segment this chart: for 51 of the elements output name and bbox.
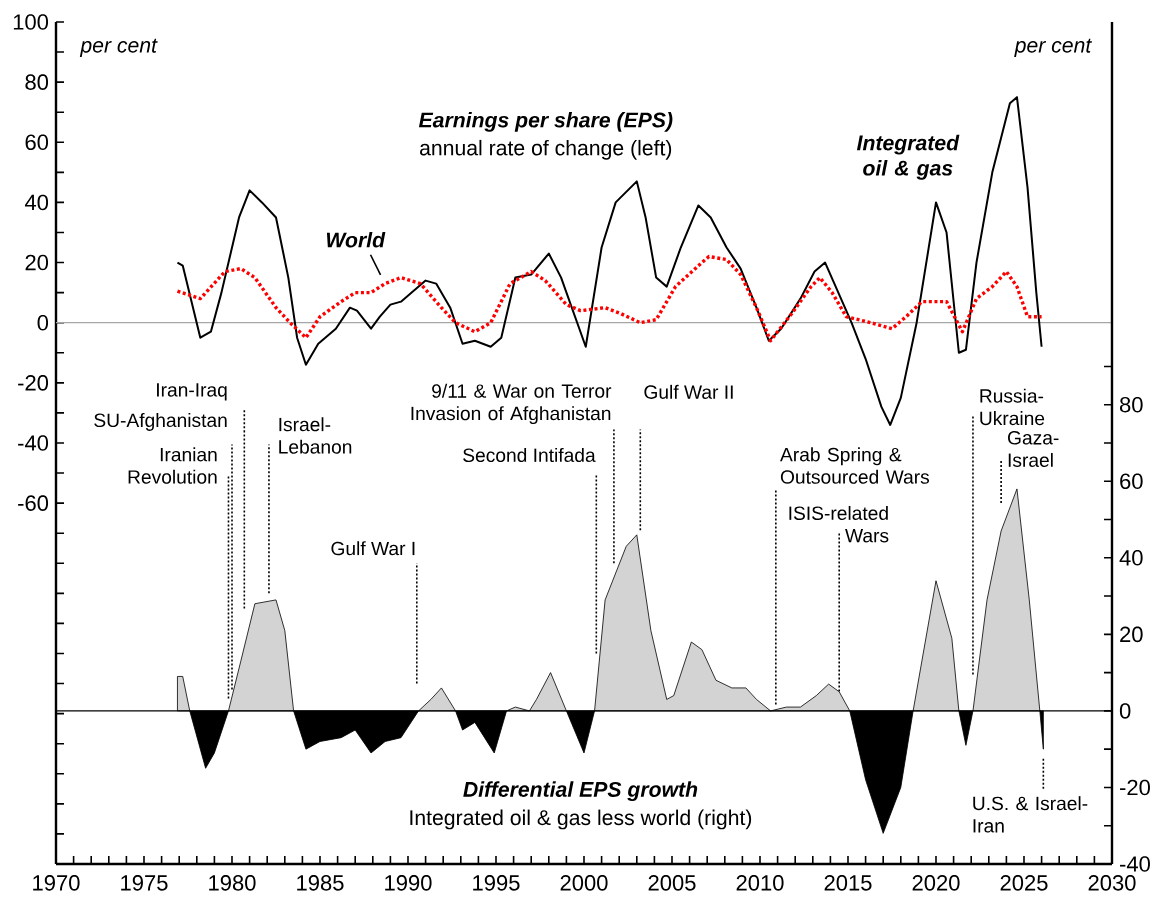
- x-tick-label: 1970: [33, 875, 80, 891]
- annotation: per cent: [79, 38, 158, 57]
- ref-line-label: Russia-Ukraine: [980, 388, 1045, 426]
- y2-tick-label: 40: [1119, 550, 1143, 566]
- y-tick-label: 0: [37, 314, 49, 331]
- text: annual rate of change (left): [420, 139, 672, 160]
- x-tick-label: 1985: [297, 875, 344, 891]
- y2-tick-label: 80: [1120, 396, 1143, 413]
- ref-line-label: Gulf War I: [331, 541, 415, 556]
- x-tick-label: 1980: [209, 875, 256, 891]
- y-tick-label: 60: [25, 134, 49, 151]
- series-label: World: [326, 231, 386, 248]
- ref-line-label: Second Intifada: [463, 447, 596, 463]
- y-tick-label: 40: [24, 194, 49, 211]
- x-tick-label: 2020: [912, 875, 960, 891]
- y2-tick-label: -20: [1120, 779, 1150, 796]
- x-tick-label: 2025: [1000, 875, 1048, 891]
- y-tick-label: -40: [18, 435, 49, 451]
- ref-line-label: Iranian Revolution: [128, 447, 217, 484]
- y2-tick-label: 60: [1120, 473, 1143, 490]
- x-tick-label: 1990: [385, 875, 432, 891]
- x-tick-label: 2000: [560, 875, 608, 891]
- y-tick-label: 100: [13, 14, 49, 30]
- y-tick-label: -60: [18, 495, 49, 511]
- text: Earnings per share (EPS): [418, 111, 673, 132]
- ref-line-label: ISIS-related Wars: [789, 505, 889, 543]
- x-tick-label: 2015: [824, 875, 872, 891]
- y2-tick-label: 0: [1119, 703, 1131, 719]
- annotation: Differential EPS growth: [463, 781, 698, 802]
- line-series: [175, 254, 1044, 343]
- y2-tick-label: -40: [1120, 856, 1150, 872]
- ref-line-label: Iran-Iraq: [157, 383, 227, 401]
- series-label: Integrated oil & gas: [856, 134, 960, 180]
- annotation: per cent: [1014, 38, 1092, 57]
- y-tick-label: 80: [25, 74, 49, 90]
- x-tick-label: 2005: [648, 875, 696, 891]
- ref-line-label: Gulf War II: [644, 384, 733, 399]
- ref-line-label: 9/11 & War on Terror Invasion of Afghanistan: [411, 383, 612, 425]
- annotation: Integrated oil & gas less world (right): [410, 809, 752, 830]
- ref-line-label: U.S. & Israel-Iran: [973, 796, 1088, 833]
- y-tick-label: 20: [25, 254, 49, 271]
- x-tick-label: 1975: [121, 875, 168, 891]
- ref-line-label: Israel-Lebanon: [279, 417, 352, 454]
- ref-line-label: Arab Spring & Outsourced Wars: [780, 447, 930, 484]
- ref-line-label: SU-Afghanistan: [94, 413, 227, 431]
- y-tick-label: -20: [18, 375, 49, 391]
- x-tick-label: 2010: [736, 875, 784, 891]
- x-tick-label: 2030: [1088, 875, 1136, 891]
- y2-tick-label: 20: [1120, 626, 1143, 643]
- ref-line-label: Gaza-Israel: [1008, 431, 1059, 467]
- x-tick-label: 1995: [473, 875, 520, 891]
